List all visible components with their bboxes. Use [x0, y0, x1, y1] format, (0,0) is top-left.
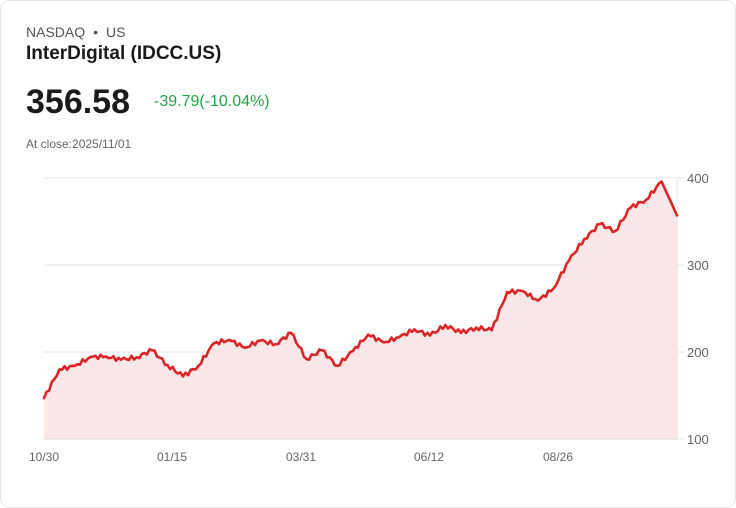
x-tick-label: 10/30: [29, 450, 59, 464]
region: US: [106, 24, 126, 40]
price-area-fill: [44, 181, 677, 439]
x-tick-label: 08/26: [543, 450, 573, 464]
price-change: -39.79(-10.04%): [154, 93, 270, 110]
x-tick-label: 06/12: [414, 450, 444, 464]
y-axis-labels: 400 300 200 100: [687, 171, 709, 447]
price-line: [42, 180, 679, 400]
separator-dot: •: [93, 24, 99, 40]
price-chart: 400 300 200 100 10/30 01/15 03/31 06/12 …: [29, 171, 709, 464]
current-price: 356.58: [26, 83, 130, 121]
y-tick-label: 400: [687, 171, 709, 186]
x-tick-label: 03/31: [286, 450, 316, 464]
close-date: At close:2025/11/01: [26, 137, 132, 151]
exchange-name: NASDAQ: [26, 24, 86, 40]
y-tick-label: 300: [687, 258, 709, 273]
y-tick-label: 200: [687, 345, 709, 360]
exchange-info: NASDAQ • US: [26, 24, 125, 40]
y-tick-label: 100: [687, 432, 709, 447]
x-tick-label: 01/15: [157, 450, 187, 464]
stock-title: InterDigital (IDCC.US): [26, 43, 222, 64]
x-axis-labels: 10/30 01/15 03/31 06/12 08/26: [29, 450, 573, 464]
